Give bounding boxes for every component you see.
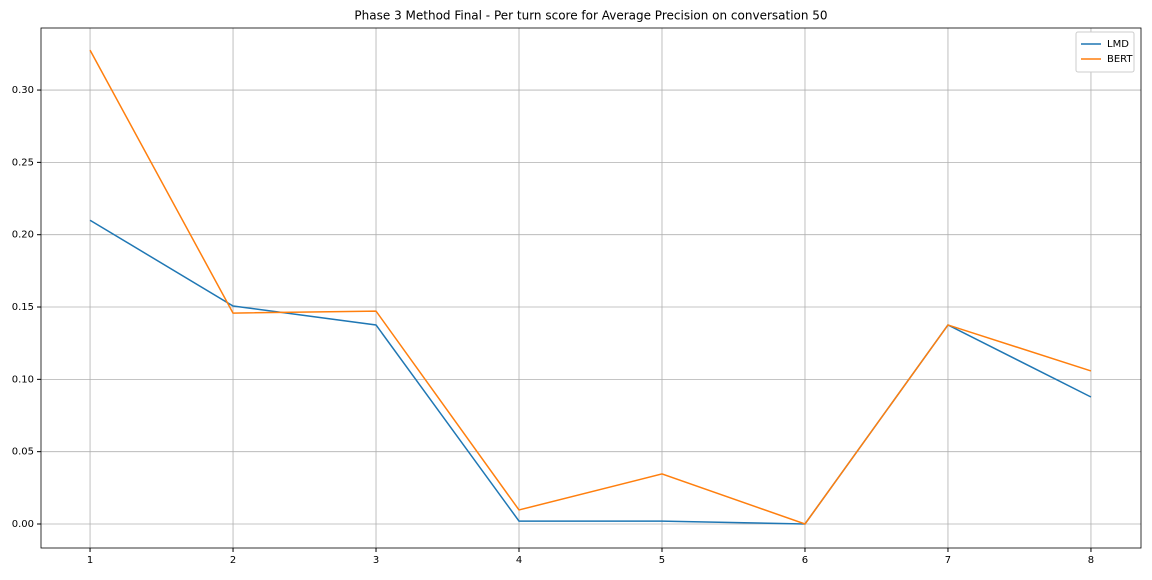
x-tick-label: 6	[802, 555, 808, 566]
x-tick-label: 2	[230, 555, 236, 566]
x-tick-label: 5	[659, 555, 665, 566]
legend-label: LMD	[1107, 39, 1129, 50]
chart-title: Phase 3 Method Final - Per turn score fo…	[354, 9, 827, 23]
legend-label: BERT	[1107, 54, 1133, 65]
y-tick-label: 0.20	[12, 230, 34, 241]
y-tick-label: 0.00	[12, 519, 34, 530]
legend-box	[1075, 31, 1135, 73]
x-tick-label: 1	[87, 555, 93, 566]
x-tick-label: 4	[516, 555, 522, 566]
y-tick-label: 0.30	[12, 85, 34, 96]
series-line	[89, 49, 1092, 525]
plot-frame	[40, 27, 1142, 549]
y-tick-label: 0.05	[12, 447, 34, 458]
y-tick-label: 0.15	[12, 302, 34, 313]
x-tick-label: 7	[945, 555, 951, 566]
y-tick-label: 0.10	[12, 374, 34, 385]
x-tick-label: 8	[1088, 555, 1094, 566]
legend: LMD BERT	[1075, 31, 1135, 73]
y-tick-label: 0.25	[12, 157, 34, 168]
x-tick-label: 3	[373, 555, 379, 566]
series-line	[89, 219, 1092, 525]
